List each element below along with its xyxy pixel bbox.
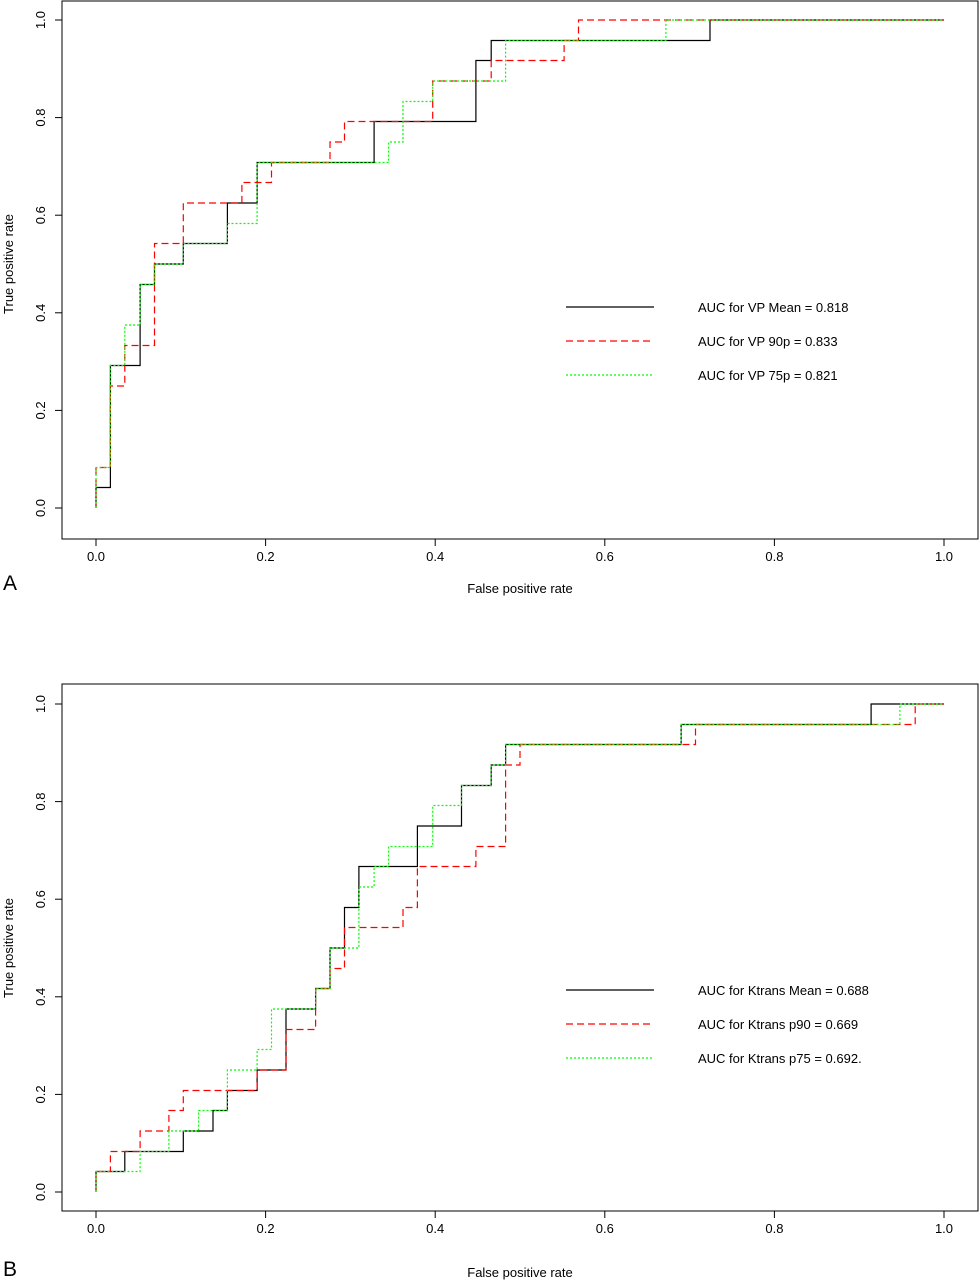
x-axis: 0.0 0.2 0.4 0.6 0.8 1.0 xyxy=(87,538,953,564)
roc-curve-1 xyxy=(95,19,944,508)
x-tick-label: 0.0 xyxy=(87,549,105,564)
y-tick-label: 0.0 xyxy=(33,1183,48,1201)
x-tick-label: 0.8 xyxy=(765,549,783,564)
roc-curve-2 xyxy=(95,703,944,1192)
y-tick-label: 0.2 xyxy=(33,401,48,419)
y-axis-label: True positive rate xyxy=(1,898,16,998)
x-axis-label: False positive rate xyxy=(467,1265,573,1280)
x-tick-label: 0.0 xyxy=(87,1221,105,1236)
y-tick-label: 0.8 xyxy=(33,109,48,127)
roc-curve-3 xyxy=(95,703,944,1192)
y-tick-label: 0.4 xyxy=(33,988,48,1006)
y-axis: 0.0 0.2 0.4 0.6 0.8 1.0 xyxy=(33,695,63,1201)
y-tick-label: 0.8 xyxy=(33,793,48,811)
legend-label: AUC for Ktrans Mean = 0.688 xyxy=(698,983,869,998)
x-tick-label: 0.6 xyxy=(596,1221,614,1236)
x-tick-label: 0.6 xyxy=(596,549,614,564)
legend-label: AUC for VP 75p = 0.821 xyxy=(698,368,838,383)
plot-frame xyxy=(61,0,979,540)
panel-letter: A xyxy=(3,572,17,595)
y-tick-label: 1.0 xyxy=(33,695,48,713)
y-tick-label: 0.2 xyxy=(33,1085,48,1103)
y-axis-label: True positive rate xyxy=(1,214,16,314)
x-tick-label: 1.0 xyxy=(935,1221,953,1236)
legend-label: AUC for Ktrans p75 = 0.692. xyxy=(698,1051,862,1066)
x-tick-label: 0.2 xyxy=(257,549,275,564)
legend-label: AUC for Ktrans p90 = 0.669 xyxy=(698,1017,858,1032)
y-tick-label: 0.0 xyxy=(33,499,48,517)
y-tick-label: 0.6 xyxy=(33,890,48,908)
panel-letter: B xyxy=(3,1258,17,1280)
roc-panel-b: 0.0 0.2 0.4 0.6 0.8 1.0 0.0 0.2 0.4 0.6 0.8 1.0 AU… xyxy=(1,683,979,1280)
legend: AUC for Ktrans Mean = 0.688 AUC for Ktran… xyxy=(566,983,869,1066)
y-tick-label: 0.6 xyxy=(33,206,48,224)
x-tick-label: 0.4 xyxy=(426,549,444,564)
roc-curves xyxy=(95,703,944,1192)
roc-curve-1 xyxy=(95,703,944,1192)
roc-curve-3 xyxy=(95,19,944,508)
x-tick-label: 0.8 xyxy=(765,1221,783,1236)
x-tick-label: 1.0 xyxy=(935,549,953,564)
x-tick-label: 0.4 xyxy=(426,1221,444,1236)
roc-curve-2 xyxy=(95,19,944,508)
x-axis-label: False positive rate xyxy=(467,581,573,596)
x-axis: 0.0 0.2 0.4 0.6 0.8 1.0 xyxy=(87,1210,953,1236)
legend: AUC for VP Mean = 0.818 AUC for VP 90p = … xyxy=(566,300,848,383)
y-axis: 0.0 0.2 0.4 0.6 0.8 1.0 xyxy=(33,11,63,517)
y-tick-label: 1.0 xyxy=(33,11,48,29)
legend-label: AUC for VP 90p = 0.833 xyxy=(698,334,838,349)
y-tick-label: 0.4 xyxy=(33,304,48,322)
x-tick-label: 0.2 xyxy=(257,1221,275,1236)
roc-curves xyxy=(95,19,944,508)
roc-panel-a: 0.0 0.2 0.4 0.6 0.8 1.0 0.0 0.2 0.4 0.6 0.8 1.0 AU… xyxy=(1,0,979,596)
legend-label: AUC for VP Mean = 0.818 xyxy=(698,300,848,315)
